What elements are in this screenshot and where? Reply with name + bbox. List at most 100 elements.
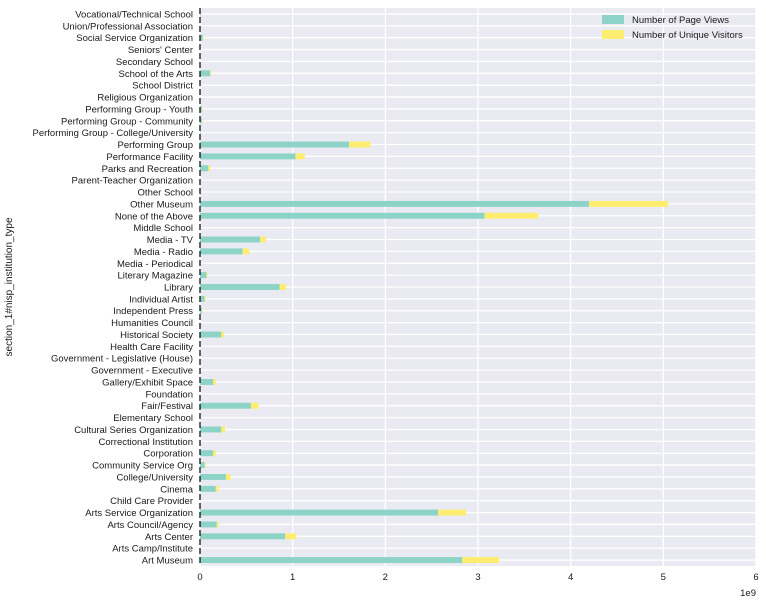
y-tick-label: Performing Group - Community bbox=[61, 116, 193, 127]
y-tick-label: Community Service Org bbox=[92, 461, 193, 472]
bar-segment bbox=[200, 236, 261, 243]
y-tick-label: Religious Organization bbox=[97, 93, 193, 104]
y-axis-title: section_1#nisp_institution_type bbox=[4, 217, 15, 356]
bar-segment bbox=[200, 248, 243, 255]
y-tick-label: Corporation bbox=[143, 449, 193, 460]
bar-segment bbox=[200, 117, 202, 124]
bar-segment bbox=[206, 272, 208, 279]
bar-segment bbox=[242, 248, 250, 255]
bar-segment bbox=[221, 331, 225, 338]
y-tick-label: Social Service Organization bbox=[76, 33, 193, 44]
y-tick-label: Health Care Facility bbox=[110, 342, 193, 353]
legend-swatch bbox=[602, 15, 624, 24]
x-tick-label: 5 bbox=[661, 572, 666, 583]
y-tick-label: Vocational/Technical School bbox=[75, 9, 193, 20]
y-tick-label: Performance Facility bbox=[106, 152, 193, 163]
bar-segment bbox=[212, 450, 216, 457]
bar-segment bbox=[202, 34, 204, 41]
bar-segment bbox=[200, 212, 485, 219]
bar-segment bbox=[589, 200, 668, 207]
bar-segment bbox=[200, 165, 209, 172]
y-tick-label: Union/Professional Association bbox=[63, 21, 193, 32]
bar-segment bbox=[349, 141, 371, 148]
y-tick-label: Arts Camp/Institute bbox=[112, 544, 193, 555]
y-tick-label: Child Care Provider bbox=[110, 496, 193, 507]
y-tick-label: Foundation bbox=[145, 389, 193, 400]
bar-segment bbox=[200, 70, 211, 77]
y-tick-label: Cinema bbox=[160, 484, 193, 495]
bar-segment bbox=[200, 450, 213, 457]
x-tick-label: 1 bbox=[290, 572, 295, 583]
bar-segment bbox=[225, 473, 231, 480]
bar-segment bbox=[221, 426, 226, 433]
x-tick-labels: 0 1 2 3 4 5 6 bbox=[197, 572, 758, 583]
bar-segment bbox=[216, 521, 219, 528]
y-tick-label: Independent Press bbox=[113, 306, 193, 317]
y-tick-label: Seniors' Center bbox=[128, 45, 193, 56]
bar-segment bbox=[250, 402, 259, 409]
bar-segment bbox=[200, 331, 222, 338]
legend-swatch bbox=[602, 30, 624, 39]
x-tick-label: 4 bbox=[568, 572, 573, 583]
bar-segment bbox=[295, 153, 305, 160]
y-tick-label: Performing Group - Youth bbox=[85, 104, 193, 115]
y-tick-label: Arts Service Organization bbox=[85, 508, 193, 519]
legend-label: Number of Page Views bbox=[632, 15, 729, 26]
bar-segment bbox=[438, 509, 466, 516]
y-tick-label: Parks and Recreation bbox=[102, 164, 193, 175]
bar-segment bbox=[200, 153, 296, 160]
y-tick-label: Government - Legislative (House) bbox=[51, 354, 193, 365]
bar-segment bbox=[285, 533, 297, 540]
bar-segment bbox=[200, 509, 439, 516]
y-tick-label: Cultural Series Organization bbox=[74, 425, 193, 436]
bar-segment bbox=[200, 379, 213, 385]
y-tick-label: Elementary School bbox=[113, 413, 193, 424]
bar-segment bbox=[200, 307, 202, 314]
y-tick-label: Performing Group bbox=[117, 140, 193, 151]
x-tick-label: 0 bbox=[197, 572, 202, 583]
bar-segment bbox=[200, 402, 251, 409]
y-tick-label: None of the Above bbox=[115, 211, 193, 222]
bar-segment bbox=[212, 379, 216, 385]
bar-segment bbox=[279, 284, 287, 290]
y-tick-label: Gallery/Exhibit Space bbox=[102, 377, 193, 388]
y-tick-label: Media - Periodical bbox=[117, 259, 193, 270]
y-tick-label: Historical Society bbox=[120, 330, 193, 341]
grid-lines bbox=[199, 8, 757, 566]
y-tick-labels: Vocational/Technical SchoolUnion/Profess… bbox=[32, 9, 193, 566]
bar-segment bbox=[200, 141, 350, 148]
y-tick-label: Government - Executive bbox=[91, 366, 193, 377]
x-tick-label: 6 bbox=[753, 572, 758, 583]
y-tick-label: Performing Group - College/University bbox=[32, 128, 193, 139]
legend-label: Number of Unique Visitors bbox=[632, 30, 743, 41]
bar-segment bbox=[260, 236, 266, 243]
bar-segment bbox=[200, 129, 201, 136]
y-tick-label: Fair/Festival bbox=[141, 401, 193, 412]
bar-segment bbox=[201, 105, 203, 112]
bar-segment bbox=[200, 105, 202, 112]
bar-segment bbox=[200, 557, 463, 564]
legend: Number of Page Views Number of Unique Vis… bbox=[602, 15, 743, 41]
bar-segment bbox=[204, 295, 206, 302]
y-tick-label: Individual Artist bbox=[129, 294, 193, 305]
x-tick-label: 2 bbox=[383, 572, 388, 583]
bar-segment bbox=[200, 533, 286, 540]
y-tick-label: Media - TV bbox=[147, 235, 194, 246]
y-tick-label: Correctional Institution bbox=[98, 437, 193, 448]
bar-segment bbox=[200, 485, 216, 492]
bar-segment bbox=[462, 557, 500, 564]
bar-segment bbox=[215, 485, 219, 492]
y-tick-label: Literary Magazine bbox=[117, 271, 193, 282]
bar-segment bbox=[200, 284, 280, 290]
bar-segment bbox=[201, 307, 203, 314]
y-tick-label: Other School bbox=[138, 188, 193, 199]
y-tick-label: Secondary School bbox=[116, 57, 193, 68]
y-tick-label: Middle School bbox=[133, 223, 193, 234]
y-tick-label: College/University bbox=[116, 472, 193, 483]
bar-segment bbox=[200, 34, 203, 41]
bar-segment bbox=[200, 462, 205, 469]
bar-segment bbox=[200, 473, 226, 480]
y-tick-label: Arts Council/Agency bbox=[107, 520, 193, 531]
bar-segment bbox=[200, 426, 222, 433]
